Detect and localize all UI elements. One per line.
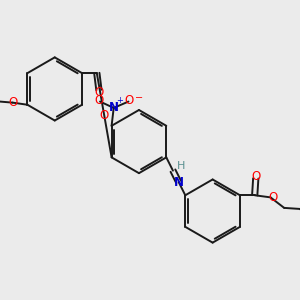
Text: O: O [94,85,104,99]
Text: O: O [268,191,277,204]
Text: O: O [251,170,260,183]
Text: H: H [177,161,186,171]
Text: O: O [125,94,134,107]
Text: −: − [135,93,143,103]
Text: O: O [100,109,109,122]
Text: N: N [109,101,119,114]
Text: N: N [174,176,184,188]
Text: O: O [94,94,104,107]
Text: +: + [117,96,124,105]
Text: O: O [8,96,17,109]
